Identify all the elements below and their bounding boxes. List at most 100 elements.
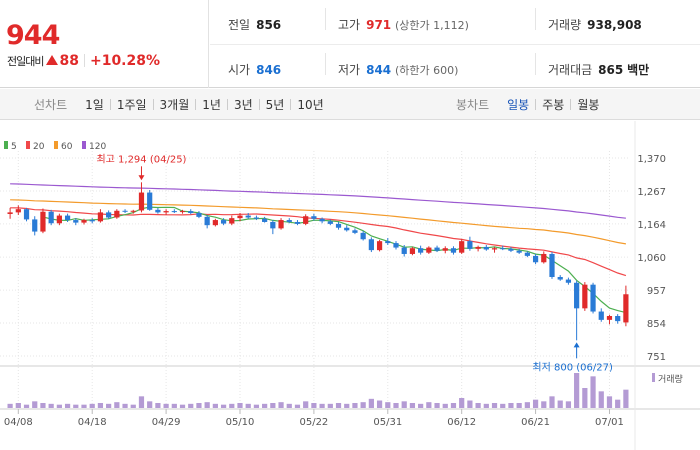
range-tab-0[interactable]: 1일 bbox=[85, 98, 104, 112]
x-tick-label: 07/01 bbox=[595, 417, 624, 428]
range-tab-4[interactable]: 3년 bbox=[233, 98, 253, 112]
candle-body bbox=[319, 218, 325, 222]
tab-divider bbox=[109, 99, 111, 110]
candle-body bbox=[565, 279, 572, 283]
volume-bar bbox=[278, 402, 284, 408]
range-tab-1[interactable]: 1주일 bbox=[116, 98, 147, 112]
volume-bar bbox=[368, 398, 374, 408]
candle-tab-0[interactable]: 일봉 bbox=[507, 98, 530, 112]
candle-body bbox=[122, 210, 128, 212]
volume-bar bbox=[262, 403, 268, 408]
range-tab-6[interactable]: 10년 bbox=[297, 98, 324, 112]
volume-bar bbox=[147, 401, 153, 408]
candle-body bbox=[130, 210, 136, 212]
volume-bar bbox=[220, 404, 227, 408]
volume-bar bbox=[426, 402, 432, 408]
volume-bar bbox=[196, 403, 202, 408]
candle-body bbox=[106, 212, 112, 218]
candle-body bbox=[286, 220, 292, 222]
range-tab-5[interactable]: 5년 bbox=[265, 98, 285, 112]
low-value: 844 bbox=[366, 63, 392, 77]
change-percent: +10.28% bbox=[89, 53, 161, 69]
candle-body bbox=[311, 216, 317, 219]
volume-bar bbox=[81, 404, 87, 408]
volume-label: 거래량 bbox=[548, 18, 582, 32]
volume-value: 938,908 bbox=[587, 18, 642, 32]
volume-bar bbox=[590, 376, 596, 408]
candle-body bbox=[48, 211, 54, 224]
volume-bar bbox=[40, 403, 46, 408]
x-tick-label: 06/21 bbox=[521, 417, 550, 428]
candle-body bbox=[81, 220, 87, 223]
x-tick-label: 06/12 bbox=[447, 417, 476, 428]
candle-body bbox=[171, 211, 177, 213]
candle-body bbox=[270, 221, 276, 229]
x-tick-label: 04/29 bbox=[152, 417, 181, 428]
legend-label-60: 60 bbox=[61, 142, 73, 152]
volume-bar bbox=[56, 404, 62, 408]
current-price: 944 bbox=[6, 20, 60, 51]
volume-bar bbox=[212, 403, 218, 408]
volume-bar bbox=[442, 403, 448, 408]
tab-divider bbox=[226, 99, 228, 110]
candle-body bbox=[89, 220, 95, 222]
volume-bar bbox=[270, 403, 276, 408]
volume-bar bbox=[401, 401, 407, 408]
price-box: 944 전일대비 88 +10.28% bbox=[0, 0, 209, 88]
col-divider bbox=[325, 53, 326, 75]
volume-bar bbox=[376, 400, 383, 408]
col-divider bbox=[535, 53, 536, 75]
candle-body bbox=[114, 210, 120, 218]
change-divider bbox=[83, 54, 85, 67]
volume-bar bbox=[385, 402, 391, 408]
candle-body bbox=[237, 215, 243, 219]
volume-bar bbox=[532, 399, 539, 408]
volume-bar bbox=[335, 403, 342, 408]
volume-bar bbox=[450, 403, 457, 408]
candle-body bbox=[196, 213, 202, 217]
candle-body bbox=[147, 192, 153, 210]
volume-bar bbox=[32, 401, 38, 408]
volume-bar bbox=[623, 389, 629, 408]
trade-amount: 거래대금 865 백만 bbox=[548, 61, 649, 78]
legend-label-120: 120 bbox=[89, 142, 106, 152]
candle-body bbox=[615, 316, 621, 322]
row-divider bbox=[210, 44, 700, 45]
candle-body bbox=[368, 239, 374, 251]
candle-body bbox=[491, 248, 498, 250]
volume-bar bbox=[179, 404, 186, 408]
x-tick-label: 04/18 bbox=[78, 417, 107, 428]
candle-body bbox=[508, 248, 514, 251]
y-tick-label: 957 bbox=[647, 286, 666, 297]
volume-bar bbox=[606, 396, 613, 408]
volume-bar bbox=[516, 403, 522, 408]
line-chart-label: 선차트 bbox=[34, 98, 68, 112]
candle-body bbox=[582, 284, 588, 309]
volume-bar bbox=[171, 403, 177, 408]
candle-body bbox=[434, 247, 440, 251]
y-tick-label: 854 bbox=[647, 319, 666, 330]
ma-line-5 bbox=[42, 206, 627, 314]
volume-bar bbox=[574, 373, 580, 408]
volume-bar bbox=[7, 403, 13, 408]
volume-bar bbox=[344, 403, 350, 408]
candle-body bbox=[574, 282, 580, 309]
volume-legend-swatch bbox=[652, 373, 655, 382]
volume-bar bbox=[155, 403, 161, 408]
candle-body bbox=[179, 211, 186, 213]
ma-line-120 bbox=[10, 183, 626, 219]
candle-body bbox=[73, 220, 79, 223]
candle-body bbox=[516, 250, 522, 253]
range-tab-3[interactable]: 1년 bbox=[202, 98, 221, 112]
candle-body bbox=[163, 211, 169, 213]
prev-close-label: 전일 bbox=[228, 18, 251, 32]
line-chart-range-tabs: 선차트 1일 1주일 3개월 1년 3년 5년 10년 bbox=[34, 89, 330, 120]
candle-tab-1[interactable]: 주봉 bbox=[542, 98, 565, 112]
high-label: 고가 bbox=[338, 18, 361, 32]
candle-chart-label: 봉차트 bbox=[456, 98, 490, 112]
range-tab-2[interactable]: 3개월 bbox=[159, 98, 190, 112]
candle-tab-2[interactable]: 월봉 bbox=[577, 98, 600, 112]
candle-body bbox=[475, 246, 481, 249]
candle-body bbox=[409, 248, 416, 254]
candle-body bbox=[524, 252, 530, 256]
